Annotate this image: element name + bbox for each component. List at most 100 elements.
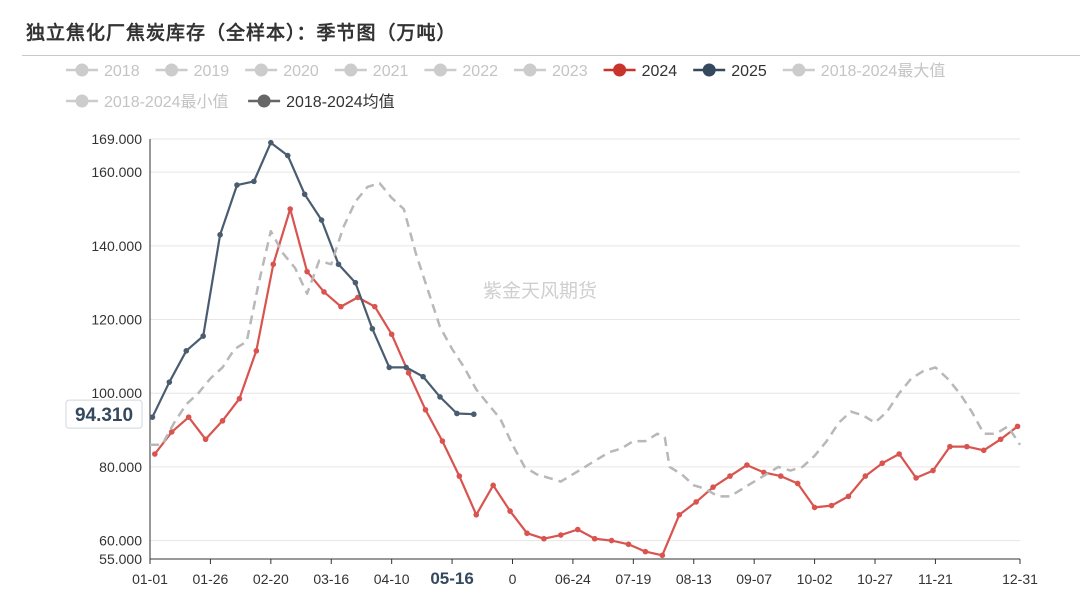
data-point bbox=[896, 451, 902, 457]
data-point bbox=[268, 139, 274, 146]
chart-title: 独立焦化厂焦炭库存（全样本）：季节图（万吨） bbox=[26, 22, 457, 44]
x-tick-label: 04-10 bbox=[374, 571, 410, 587]
data-point bbox=[386, 364, 393, 371]
data-point bbox=[693, 499, 699, 505]
legend-label: 2025 bbox=[731, 63, 767, 80]
data-point bbox=[997, 436, 1004, 443]
value-pointer: 94.310 bbox=[65, 399, 143, 429]
data-point bbox=[388, 331, 395, 338]
legend-item-2022[interactable]: 2022 bbox=[424, 63, 498, 80]
data-point bbox=[591, 535, 598, 542]
legend-item-2020[interactable]: 2020 bbox=[245, 63, 319, 80]
data-point bbox=[1014, 423, 1021, 430]
data-point bbox=[251, 178, 257, 185]
x-tick-label: 10-27 bbox=[857, 571, 893, 587]
legend-dot bbox=[254, 63, 268, 77]
data-point bbox=[879, 460, 886, 467]
legend-label: 2020 bbox=[283, 63, 319, 80]
legend-label: 2021 bbox=[373, 63, 409, 80]
legend-dot bbox=[257, 94, 271, 108]
x-tick-label: 07-19 bbox=[615, 571, 651, 587]
data-point bbox=[422, 406, 429, 413]
pointer-value: 94.310 bbox=[75, 405, 133, 426]
data-point bbox=[727, 473, 733, 479]
x-tick-label: 08-13 bbox=[676, 571, 712, 587]
data-point bbox=[152, 451, 158, 457]
axes: 55.000 60.000 80.000 100.000 120.000 140.000 1… bbox=[91, 131, 1038, 588]
data-point bbox=[456, 473, 463, 479]
y-tick-label: 55.000 bbox=[99, 551, 142, 567]
data-point bbox=[168, 429, 175, 435]
data-point bbox=[437, 394, 443, 400]
data-point bbox=[524, 530, 530, 537]
data-point bbox=[369, 325, 376, 332]
data-point bbox=[352, 279, 359, 286]
x-tick-label: 11-21 bbox=[918, 571, 953, 587]
data-point bbox=[318, 217, 325, 223]
legend-item-2018-2024最大值[interactable]: 2018-2024最大值 bbox=[782, 62, 946, 80]
data-point bbox=[608, 537, 615, 544]
data-point bbox=[964, 443, 970, 450]
data-point bbox=[744, 462, 750, 468]
data-point bbox=[473, 511, 480, 518]
x-tick-label: 01-01 bbox=[132, 571, 168, 587]
legend-item-2018[interactable]: 2018 bbox=[66, 63, 140, 80]
legend-item-2023[interactable]: 2023 bbox=[514, 63, 588, 80]
legend-label: 2018-2024均值 bbox=[286, 93, 395, 111]
data-point bbox=[574, 526, 581, 533]
data-point bbox=[507, 508, 513, 514]
x-tick-label: 10-02 bbox=[797, 571, 833, 587]
data-point bbox=[166, 379, 173, 385]
legend-item-2018-2024最小值[interactable]: 2018-2024最小值 bbox=[66, 93, 229, 111]
data-point bbox=[710, 484, 716, 490]
data-point bbox=[335, 261, 342, 268]
data-point bbox=[454, 410, 460, 417]
data-point bbox=[321, 289, 327, 295]
data-point bbox=[371, 303, 378, 310]
data-point bbox=[811, 504, 818, 511]
data-point bbox=[405, 370, 412, 376]
data-point bbox=[202, 436, 209, 443]
data-point bbox=[930, 467, 936, 474]
legend-label: 2024 bbox=[642, 63, 678, 80]
legend-dot bbox=[433, 63, 447, 77]
x-tick-label: 09-07 bbox=[736, 571, 772, 587]
data-point bbox=[947, 443, 953, 450]
y-tick-label: 80.000 bbox=[99, 459, 142, 475]
data-point bbox=[845, 493, 852, 500]
series-line-2025 bbox=[151, 141, 474, 418]
data-point bbox=[217, 231, 223, 238]
legend-label: 2018 bbox=[104, 63, 140, 80]
data-point bbox=[541, 535, 547, 542]
data-point bbox=[490, 482, 496, 489]
y-tick-label: 169.000 bbox=[91, 131, 142, 147]
x-tick-label: 02-20 bbox=[253, 571, 289, 587]
series-2024 bbox=[152, 206, 1021, 559]
watermark-text: 紫金天风期货 bbox=[483, 280, 597, 302]
data-point bbox=[777, 473, 784, 479]
data-point bbox=[828, 502, 835, 509]
y-tick-label: 100.000 bbox=[91, 385, 142, 401]
data-point bbox=[913, 475, 919, 481]
legend-item-2024[interactable]: 2024 bbox=[603, 63, 678, 80]
legend-label: 2018-2024最大值 bbox=[821, 62, 946, 80]
data-point bbox=[253, 348, 260, 354]
x-tick-label: 05-16 bbox=[430, 569, 473, 588]
y-tick-label: 140.000 bbox=[91, 238, 142, 254]
data-point bbox=[439, 438, 446, 444]
legend-item-2021[interactable]: 2021 bbox=[334, 63, 409, 80]
data-point bbox=[420, 373, 426, 380]
pointer-box bbox=[65, 399, 143, 429]
data-point bbox=[625, 541, 632, 548]
legend-item-2025[interactable]: 2025 bbox=[693, 63, 767, 80]
data-point bbox=[270, 261, 277, 268]
data-point bbox=[794, 480, 801, 487]
series-2025 bbox=[149, 139, 477, 420]
grid-lines bbox=[150, 138, 1020, 560]
legend-dot bbox=[75, 94, 89, 108]
data-point bbox=[185, 414, 192, 420]
legend-label: 2022 bbox=[462, 63, 498, 80]
legend-item-2019[interactable]: 2019 bbox=[155, 63, 230, 80]
legend-item-2018-2024均值[interactable]: 2018-2024均值 bbox=[248, 93, 395, 111]
